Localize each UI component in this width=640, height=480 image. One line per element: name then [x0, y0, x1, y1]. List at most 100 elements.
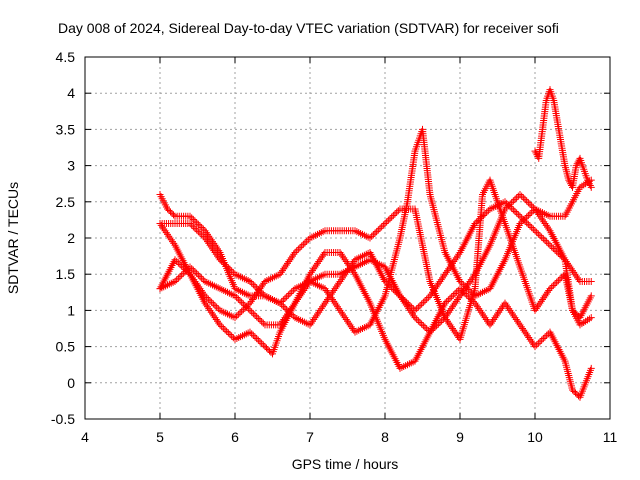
- data-point: [523, 213, 531, 221]
- data-point: [229, 269, 237, 277]
- data-point: [451, 290, 459, 298]
- data-point: [299, 288, 306, 296]
- series-trace-6: [531, 86, 595, 191]
- data-point: [344, 317, 351, 325]
- data-point: [454, 296, 461, 304]
- data-point: [394, 290, 402, 298]
- data-point: [286, 256, 294, 264]
- data-point: [276, 270, 284, 278]
- data-point: [461, 285, 469, 293]
- data-point: [521, 195, 529, 203]
- data-point: [258, 339, 266, 347]
- data-point: [419, 322, 427, 330]
- x-tick-label: 11: [603, 429, 618, 445]
- data-point: [189, 266, 197, 274]
- data-point: [411, 314, 419, 322]
- data-point: [199, 225, 207, 233]
- data-point: [466, 277, 474, 285]
- data-point: [340, 272, 348, 280]
- data-point: [524, 211, 532, 219]
- data-point: [501, 198, 509, 206]
- data-point: [442, 312, 450, 320]
- data-point: [331, 285, 339, 293]
- data-point: [391, 210, 399, 218]
- data-point: [523, 197, 531, 205]
- data-point: [190, 276, 198, 284]
- data-point: [514, 317, 521, 325]
- data-point: [409, 310, 416, 318]
- data-point: [474, 303, 481, 311]
- data-point: [214, 305, 222, 313]
- data-point: [458, 279, 466, 287]
- data-point: [239, 306, 247, 314]
- data-point: [193, 219, 201, 227]
- data-point: [284, 259, 291, 267]
- data-point: [526, 335, 534, 343]
- data-point: [439, 315, 447, 323]
- data-point: [289, 252, 296, 260]
- data-point: [495, 308, 503, 316]
- data-point: [346, 263, 354, 271]
- data-point: [226, 331, 234, 339]
- data-point: [327, 290, 335, 298]
- data-point: [421, 297, 429, 305]
- data-point: [573, 390, 581, 398]
- data-point: [451, 328, 459, 336]
- data-point: [194, 281, 201, 289]
- data-point: [339, 252, 346, 260]
- data-point: [294, 245, 302, 253]
- data-point: [529, 203, 537, 211]
- data-point: [202, 229, 210, 237]
- data-point: [280, 265, 288, 273]
- y-tick-label: 2.5: [56, 194, 76, 210]
- data-point: [507, 308, 515, 316]
- data-point: [541, 236, 549, 244]
- data-point: [347, 261, 355, 269]
- data-point: [184, 269, 192, 277]
- data-point: [522, 330, 530, 338]
- data-point: [346, 321, 354, 329]
- data-point: [288, 310, 296, 318]
- data-point: [336, 248, 344, 256]
- data-point: [228, 332, 236, 340]
- data-point: [238, 298, 246, 306]
- x-axis-label: GPS time / hours: [292, 456, 399, 472]
- data-point: [388, 213, 396, 221]
- data-point: [311, 263, 319, 271]
- data-point: [558, 273, 566, 281]
- data-point: [373, 228, 381, 236]
- data-point: [310, 315, 318, 323]
- data-point: [337, 250, 345, 258]
- data-point: [431, 323, 439, 331]
- data-point: [204, 303, 211, 311]
- data-point: [207, 308, 215, 316]
- data-point: [531, 227, 539, 235]
- data-point: [266, 347, 273, 355]
- data-point: [309, 317, 316, 325]
- data-point: [171, 256, 179, 264]
- data-point: [248, 308, 256, 316]
- data-point: [216, 321, 224, 329]
- data-point: [161, 227, 169, 235]
- data-point: [490, 315, 498, 323]
- data-point: [504, 202, 512, 210]
- data-point: [165, 206, 173, 214]
- data-point: [378, 223, 386, 231]
- data-point: [164, 230, 171, 238]
- data-point: [258, 318, 266, 326]
- data-point: [484, 207, 492, 215]
- data-point: [475, 305, 483, 313]
- data-point: [330, 297, 338, 305]
- data-point: [326, 292, 334, 300]
- data-point: [460, 286, 468, 294]
- data-point: [534, 303, 541, 311]
- data-point: [542, 290, 550, 298]
- data-point: [538, 336, 546, 344]
- data-point: [516, 220, 524, 228]
- data-point: [508, 199, 516, 207]
- data-point: [248, 279, 256, 287]
- data-point: [450, 326, 458, 334]
- data-point: [497, 305, 505, 313]
- data-point: [465, 279, 473, 287]
- data-point: [510, 312, 518, 320]
